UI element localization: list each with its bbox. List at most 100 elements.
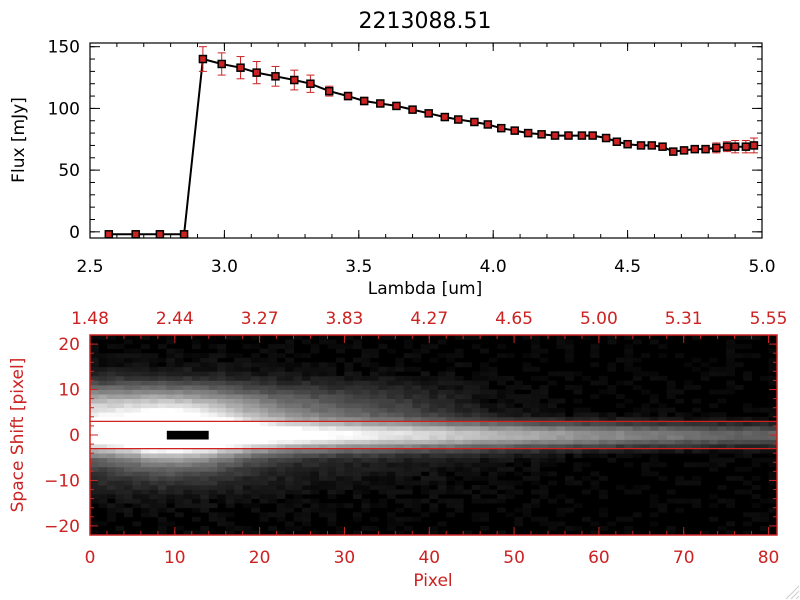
heatmap-cell [522, 353, 532, 359]
heatmap-cell [522, 425, 532, 431]
heatmap-cell [709, 366, 718, 372]
heatmap-cell [403, 435, 413, 440]
heatmap-cell [649, 398, 659, 404]
heatmap-cell [132, 521, 142, 527]
resize-grip-icon[interactable] [785, 585, 800, 600]
top-plot-frame [89, 42, 763, 239]
heatmap-cell [420, 462, 430, 468]
heatmap-cell [123, 380, 133, 386]
heatmap-cell [327, 475, 337, 481]
heatmap-cell [446, 380, 456, 386]
heatmap-cell [514, 394, 523, 399]
heatmap-cell [319, 439, 328, 445]
heatmap-cell [234, 412, 244, 418]
heatmap-cell [208, 357, 218, 363]
heatmap-cell [276, 530, 286, 536]
heatmap-cell [344, 475, 354, 481]
heatmap-cell [420, 444, 430, 449]
heatmap-cell [420, 380, 430, 386]
heatmap-cell [352, 344, 362, 349]
heatmap-cell [310, 462, 320, 468]
heatmap-cell [548, 480, 557, 486]
heatmap-cell [251, 475, 260, 481]
top-wavelength-label: 4.65 [495, 309, 533, 329]
heatmap-cell [208, 366, 218, 372]
heatmap-cell [259, 516, 269, 522]
heatmap-cell [420, 448, 430, 454]
heatmap-cell [717, 430, 727, 436]
heatmap-cell [200, 357, 210, 363]
heatmap-cell [251, 357, 260, 363]
heatmap-cell [497, 412, 506, 418]
heatmap-cell [412, 503, 422, 509]
heatmap-cell [191, 462, 201, 468]
data-point [131, 230, 140, 239]
heatmap-cell [123, 462, 133, 468]
heatmap-cell [412, 394, 422, 399]
heatmap-cell [548, 416, 557, 422]
heatmap-cell [446, 353, 456, 359]
heatmap-cell [386, 389, 396, 395]
heatmap-cell [598, 448, 608, 454]
heatmap-cell [123, 348, 133, 354]
heatmap-cell [174, 398, 184, 404]
heatmap-cell [446, 394, 456, 399]
heatmap-cell [157, 462, 167, 468]
heatmap-cell [140, 494, 150, 499]
heatmap-cell [726, 362, 735, 368]
heatmap-cell [420, 389, 430, 395]
heatmap-cell [675, 498, 685, 504]
heatmap-cell [319, 371, 328, 377]
heatmap-cell [403, 448, 413, 454]
heatmap-cell [251, 425, 260, 431]
heatmap-cell [395, 362, 405, 368]
heatmap-cell [539, 375, 549, 381]
heatmap-cell [497, 471, 506, 477]
heatmap-cell [514, 521, 523, 527]
heatmap-cell [344, 407, 354, 413]
heatmap-cell [302, 407, 311, 413]
heatmap-cell [624, 366, 634, 372]
heatmap-cell [403, 389, 413, 395]
heatmap-cell [395, 453, 405, 459]
heatmap-cell [641, 421, 651, 427]
heatmap-cell [454, 362, 464, 368]
heatmap-cell [700, 421, 710, 427]
heatmap-cell [632, 435, 642, 440]
heatmap-cell [726, 521, 735, 527]
heatmap-cell [225, 403, 235, 409]
heatmap-cell [522, 416, 532, 422]
heatmap-cell [268, 453, 277, 459]
heatmap-cell [514, 435, 523, 440]
heatmap-cell [395, 507, 405, 513]
heatmap-cell [327, 503, 337, 509]
heatmap-cell [488, 357, 498, 363]
heatmap-cell [446, 416, 456, 422]
heatmap-cell [378, 421, 388, 427]
heatmap-cell [471, 416, 481, 422]
heatmap-cell [285, 385, 294, 390]
heatmap-cell [319, 412, 328, 418]
heatmap-cell [675, 398, 685, 404]
heatmap-cell [268, 407, 277, 413]
heatmap-cell [132, 489, 142, 495]
heatmap-cell [123, 430, 133, 436]
heatmap-cell [344, 435, 354, 440]
heatmap-cell [191, 489, 201, 495]
heatmap-cell [302, 394, 311, 399]
heatmap-cell [598, 494, 608, 499]
data-point [537, 130, 546, 139]
heatmap-cell [412, 416, 422, 422]
heatmap-cell [454, 489, 464, 495]
heatmap-cell [217, 348, 227, 354]
heatmap-cell [319, 385, 328, 390]
heatmap-cell [208, 430, 218, 436]
heatmap-cell [251, 380, 260, 386]
heatmap-cell [641, 407, 651, 413]
heatmap-cell [480, 385, 489, 390]
heatmap-cell [446, 453, 456, 459]
heatmap-cell [488, 435, 498, 440]
heatmap-cell [344, 344, 354, 349]
heatmap-cell [276, 453, 286, 459]
heatmap-cell [598, 439, 608, 445]
